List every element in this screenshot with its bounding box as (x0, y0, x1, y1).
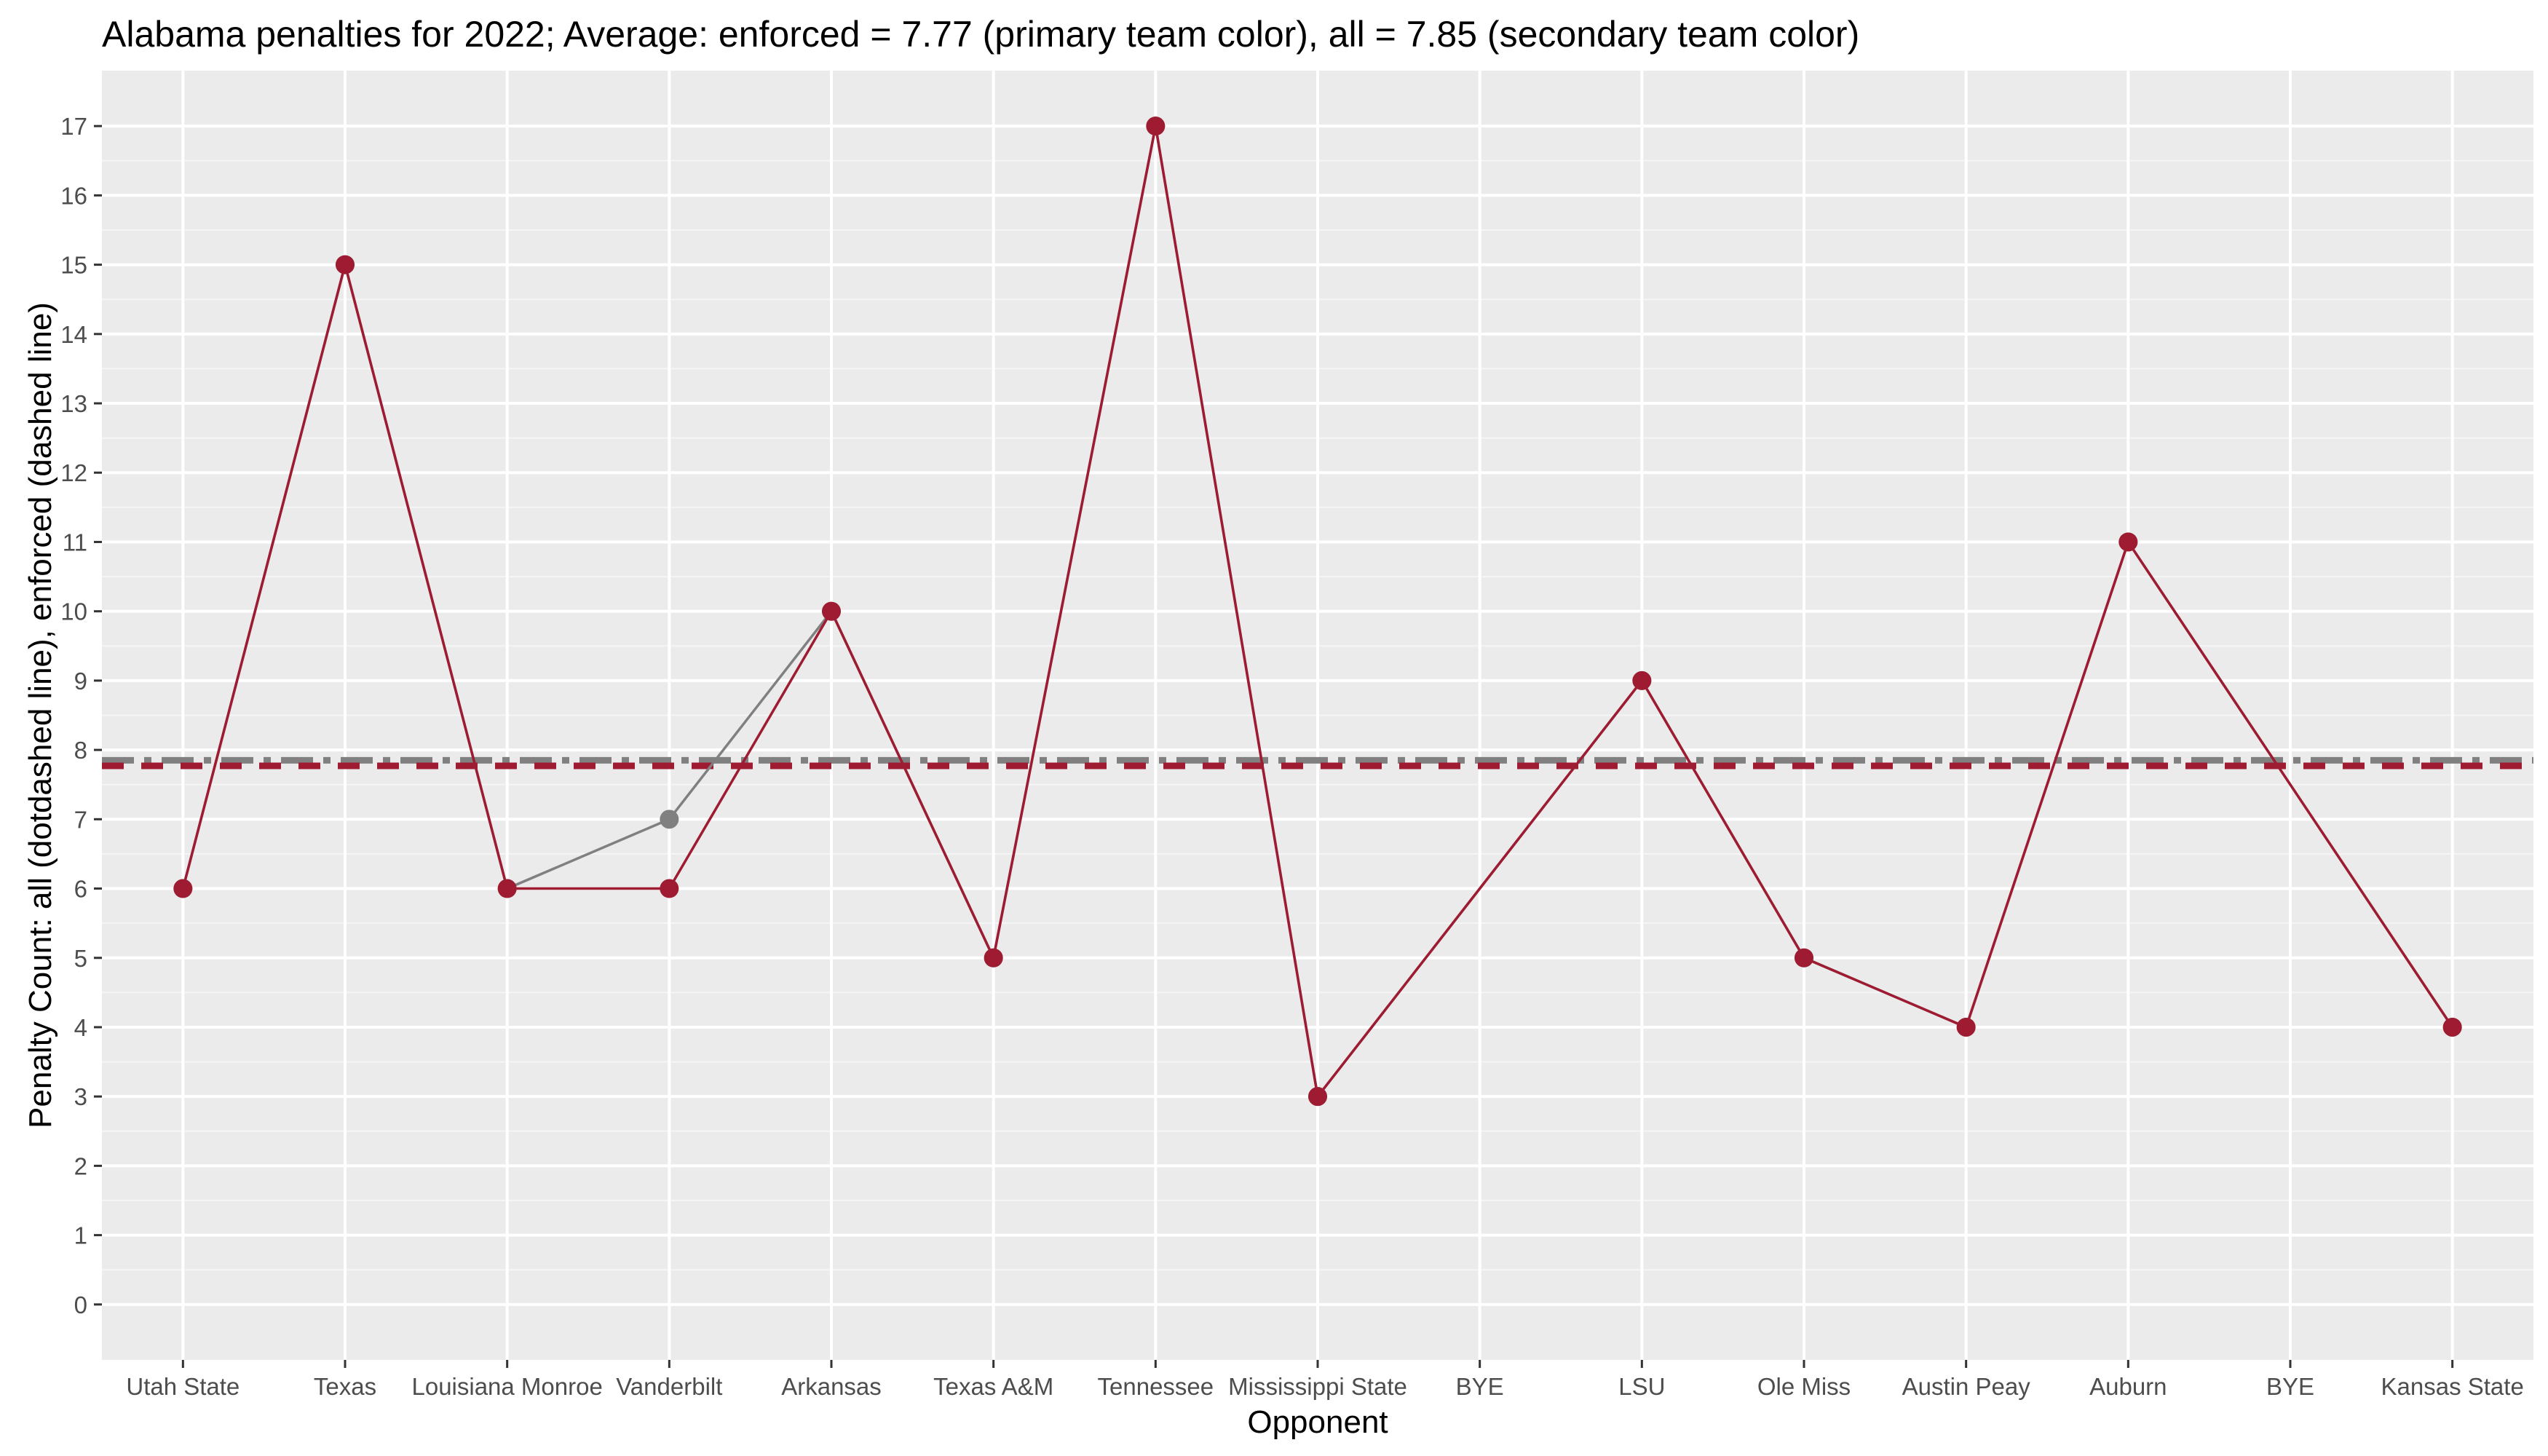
x-tick-label: Mississippi State (1228, 1373, 1407, 1400)
data-point-enforced (984, 948, 1003, 968)
data-points (173, 116, 2462, 1107)
x-axis-ticks: Utah State Texas Louisiana Monroe Vanderbil… (126, 1360, 2524, 1400)
x-tick-label: Vanderbilt (616, 1373, 722, 1400)
data-point-enforced (2118, 532, 2138, 552)
chart-title: Alabama penalties for 2022; Average: enf… (102, 14, 1859, 55)
x-axis-title: Opponent (1247, 1404, 1388, 1440)
x-tick-label: Ole Miss (1757, 1373, 1851, 1400)
y-tick-label: 1 (74, 1222, 87, 1249)
x-tick-label: Utah State (126, 1373, 240, 1400)
data-point-enforced (2442, 1017, 2462, 1037)
x-tick-label: Austin Peay (1902, 1373, 2031, 1400)
y-tick-label: 7 (74, 806, 87, 833)
y-tick-label: 10 (60, 598, 87, 625)
x-tick-label: Arkansas (781, 1373, 882, 1400)
y-tick-label: 6 (74, 876, 87, 903)
y-tick-label: 13 (60, 390, 87, 417)
y-tick-label: 16 (60, 182, 87, 209)
x-tick-label: BYE (2266, 1373, 2314, 1400)
data-point-enforced (1795, 948, 1813, 968)
data-point-enforced (1956, 1017, 1976, 1037)
x-tick-label: LSU (1618, 1373, 1665, 1400)
x-tick-label: Kansas State (2381, 1373, 2524, 1400)
y-tick-label: 8 (74, 737, 87, 764)
y-tick-label: 9 (74, 668, 87, 695)
y-tick-label: 0 (74, 1291, 87, 1318)
x-tick-label: Tennessee (1098, 1373, 1214, 1400)
grid-lines (102, 71, 2533, 1360)
y-axis-title: Penalty Count: all (dotdashed line), enf… (23, 302, 58, 1128)
data-point-enforced (497, 879, 517, 898)
data-point-enforced (1146, 116, 1166, 136)
y-tick-label: 15 (60, 252, 87, 279)
x-tick-label: Texas A&M (933, 1373, 1053, 1400)
y-tick-label: 2 (74, 1152, 87, 1179)
y-tick-label: 11 (63, 529, 87, 555)
y-tick-label: 4 (74, 1014, 87, 1041)
data-point-enforced (173, 879, 193, 898)
y-tick-label: 3 (74, 1083, 87, 1110)
y-tick-label: 12 (60, 459, 87, 486)
data-point-all (660, 810, 679, 829)
data-point-enforced (1632, 670, 1652, 690)
x-tick-label: Auburn (2089, 1373, 2167, 1400)
data-point-enforced (1308, 1087, 1327, 1107)
x-tick-label: Louisiana Monroe (411, 1373, 602, 1400)
x-tick-label: BYE (1456, 1373, 1504, 1400)
data-point-enforced (660, 879, 679, 898)
data-point-enforced (822, 601, 841, 621)
x-tick-label: Texas (314, 1373, 376, 1400)
y-tick-label: 17 (60, 113, 87, 140)
y-tick-label: 14 (60, 321, 87, 348)
average-lines (102, 756, 2533, 769)
y-tick-label: 5 (74, 945, 87, 972)
data-point-enforced (336, 255, 355, 274)
